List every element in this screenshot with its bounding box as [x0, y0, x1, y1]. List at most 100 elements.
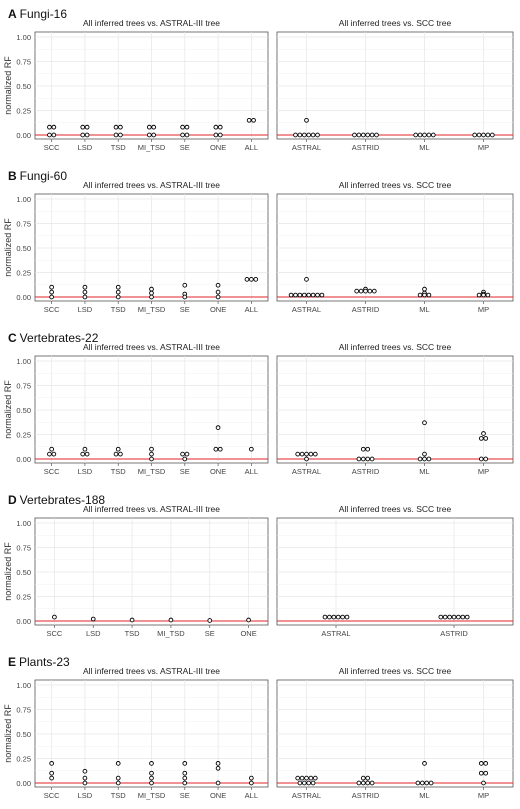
data-point	[118, 451, 123, 457]
panel-heading: E Plants-23	[8, 655, 70, 669]
data-point	[253, 277, 259, 282]
y-tick-label: 0.00	[16, 131, 31, 140]
panel-letter: C	[8, 331, 17, 345]
data-point	[335, 614, 341, 620]
data-point	[360, 132, 366, 138]
data-point	[113, 132, 119, 138]
data-point	[249, 780, 254, 786]
data-point	[360, 780, 366, 786]
data-point	[295, 451, 301, 457]
data-point	[310, 132, 316, 138]
data-point	[447, 614, 452, 620]
data-point	[472, 132, 478, 138]
data-point	[310, 780, 316, 786]
y-tick-label: 0.25	[16, 269, 31, 278]
data-point	[215, 289, 221, 295]
data-point	[367, 288, 373, 294]
data-point	[365, 456, 371, 462]
data-point	[288, 292, 294, 298]
data-point	[340, 614, 345, 620]
x-tick-label: TSD	[111, 467, 127, 476]
data-point	[417, 292, 423, 298]
x-tick-label: MI_TSD	[138, 305, 166, 314]
facet-title: All inferred trees vs. SCC tree	[339, 504, 452, 514]
data-point	[115, 775, 121, 781]
data-point	[308, 775, 314, 781]
data-point	[352, 132, 357, 138]
data-point	[356, 456, 362, 462]
data-point	[460, 614, 466, 620]
data-point	[299, 775, 305, 781]
data-point	[426, 456, 432, 462]
y-tick-label: 0.25	[16, 431, 31, 440]
data-point	[356, 780, 362, 786]
data-point	[149, 294, 154, 300]
x-tick-label: ASTRAL	[292, 305, 321, 314]
x-tick-label: ML	[419, 467, 429, 476]
x-tick-label: ONE	[210, 143, 226, 152]
x-tick-label: TSD	[111, 143, 127, 152]
y-axis-label: normalized RF	[3, 542, 13, 601]
data-point	[301, 132, 307, 138]
data-point	[456, 614, 461, 620]
data-point	[149, 761, 154, 766]
data-point	[297, 292, 303, 298]
facet-title: All inferred trees vs. ASTRAL-III tree	[83, 180, 220, 190]
x-tick-label: ASTRAL	[321, 629, 350, 638]
data-point	[217, 124, 223, 130]
data-point	[182, 780, 188, 786]
facet-title: All inferred trees vs. ASTRAL-III tree	[83, 666, 220, 676]
data-point	[481, 780, 486, 786]
data-point	[51, 451, 57, 457]
data-point	[417, 132, 423, 138]
panel-title: Vertebrates-22	[20, 331, 99, 345]
data-point	[363, 288, 368, 294]
x-tick-label: ML	[419, 143, 429, 152]
data-point	[84, 451, 90, 457]
facet-title: All inferred trees vs. ASTRAL-III tree	[83, 342, 220, 352]
x-tick-label: LSD	[78, 143, 93, 152]
x-tick-label: TSD	[111, 791, 127, 800]
data-point	[182, 282, 188, 288]
y-tick-label: 0.25	[16, 107, 31, 116]
data-point	[371, 288, 377, 294]
data-point	[215, 765, 221, 771]
x-tick-label: ALL	[245, 791, 258, 800]
data-point	[422, 451, 427, 457]
data-point	[489, 132, 495, 138]
data-point	[182, 456, 188, 462]
x-tick-label: MI_TSD	[138, 791, 166, 800]
x-tick-label: MI_TSD	[138, 143, 166, 152]
data-point	[419, 780, 425, 786]
plot-area	[276, 193, 514, 302]
data-point	[322, 614, 328, 620]
data-point	[49, 775, 54, 781]
data-point	[180, 132, 185, 138]
x-tick-label: SE	[180, 305, 190, 314]
data-point	[146, 132, 152, 138]
x-tick-label: ALL	[245, 305, 258, 314]
data-point	[374, 132, 379, 138]
data-point	[301, 292, 307, 298]
data-point	[215, 761, 221, 766]
data-point	[483, 456, 489, 462]
facet-title: All inferred trees vs. SCC tree	[339, 666, 452, 676]
panel-letter: B	[8, 169, 17, 183]
facet-title: All inferred trees vs. ASTRAL-III tree	[83, 504, 220, 514]
y-tick-label: 0.75	[16, 220, 31, 229]
data-point	[151, 132, 157, 138]
x-tick-label: SCC	[46, 629, 62, 638]
data-point	[478, 456, 484, 462]
panel-e: E Plants-23 normalized RF 0.00 0.25 0.50 0.75 1…	[3, 655, 514, 800]
y-axis-label: normalized RF	[3, 218, 13, 277]
x-tick-label: ALL	[245, 143, 258, 152]
data-point	[129, 617, 135, 623]
x-tick-label: SCC	[44, 143, 60, 152]
data-point	[422, 132, 427, 138]
data-point	[358, 288, 364, 294]
x-tick-label: ONE	[240, 629, 256, 638]
data-point	[481, 431, 486, 436]
y-tick-label: 1.00	[16, 195, 31, 204]
data-point	[369, 456, 375, 462]
data-point	[306, 292, 312, 298]
